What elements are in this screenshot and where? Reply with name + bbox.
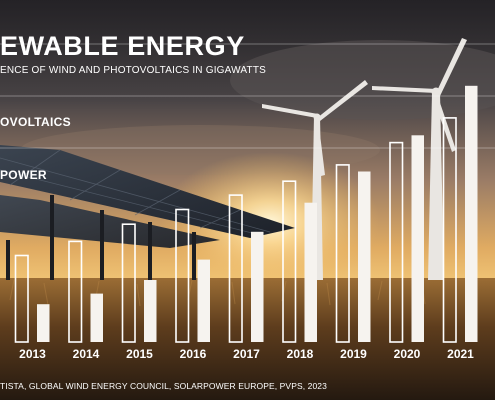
x-tick-label: 2014: [73, 347, 100, 361]
bar-wind-2018: [282, 180, 297, 343]
legend-photovoltaics: OVOLTAICS: [0, 115, 71, 129]
bar-wind-2017: [228, 194, 243, 343]
x-tick-label: 2021: [447, 347, 474, 361]
bar-wind-2016: [175, 208, 190, 343]
bar-wind-2019: [335, 164, 350, 343]
x-tick-label: 2016: [180, 347, 207, 361]
chart-x-tick-labels: 2013 2014 2015 2016 2017 2018 2019 2020 2021: [19, 347, 474, 361]
bar-photovoltaics-2021: [465, 85, 478, 343]
bar-wind-2015: [121, 223, 136, 343]
chart-bars: [14, 85, 478, 343]
bar-photovoltaics-2020: [411, 135, 424, 342]
chart-title: EWABLE ENERGY: [0, 31, 245, 61]
chart-subtitle: ENCE OF WIND AND PHOTOVOLTAICS IN GIGAWA…: [0, 65, 267, 76]
bar-photovoltaics-2018: [304, 202, 317, 342]
legend-wind-power: POWER: [0, 168, 47, 182]
x-tick-label: 2020: [394, 347, 421, 361]
bar-wind-2020: [389, 141, 404, 343]
bar-wind-2013: [14, 254, 29, 343]
bar-photovoltaics-2013: [37, 304, 50, 342]
bar-wind-2021: [442, 117, 457, 343]
x-tick-label: 2017: [233, 347, 260, 361]
x-tick-label: 2015: [126, 347, 153, 361]
bar-photovoltaics-2019: [358, 171, 371, 342]
x-tick-label: 2019: [340, 347, 367, 361]
bar-photovoltaics-2016: [197, 259, 210, 342]
source-note: TISTA, GLOBAL WIND ENERGY COUNCIL, SOLAR…: [0, 381, 327, 391]
bar-photovoltaics-2015: [144, 280, 157, 342]
bar-photovoltaics-2017: [251, 231, 264, 342]
x-tick-label: 2018: [287, 347, 314, 361]
x-tick-label: 2013: [19, 347, 46, 361]
bar-photovoltaics-2014: [90, 293, 103, 342]
bar-wind-2014: [68, 240, 83, 343]
